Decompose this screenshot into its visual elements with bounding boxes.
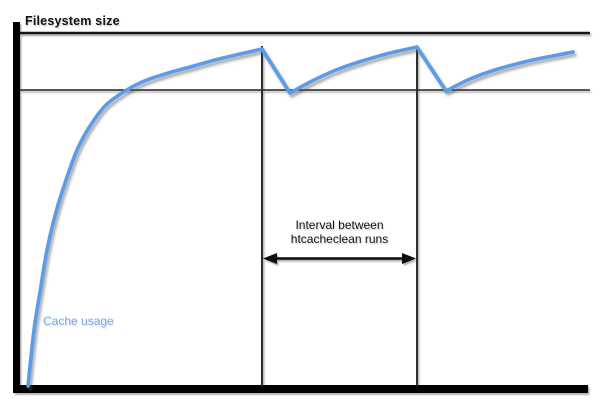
interval-label-line2: htcacheclean runs	[290, 231, 389, 246]
interval-label-line1: Interval between	[295, 218, 384, 232]
static-lines-group	[13, 22, 590, 393]
interval-arrow	[263, 253, 416, 264]
cache-usage-label: Cache usage	[43, 314, 114, 328]
interval-label: Interval between htcacheclean runs	[262, 218, 417, 246]
x-axis	[13, 385, 588, 393]
cache-usage-curve	[26, 45, 575, 388]
y-axis	[13, 22, 20, 393]
interval-arrow-head-left	[263, 253, 277, 264]
filesystem-size-label: Filesystem size	[25, 14, 120, 28]
interval-arrow-head-right	[402, 253, 416, 264]
